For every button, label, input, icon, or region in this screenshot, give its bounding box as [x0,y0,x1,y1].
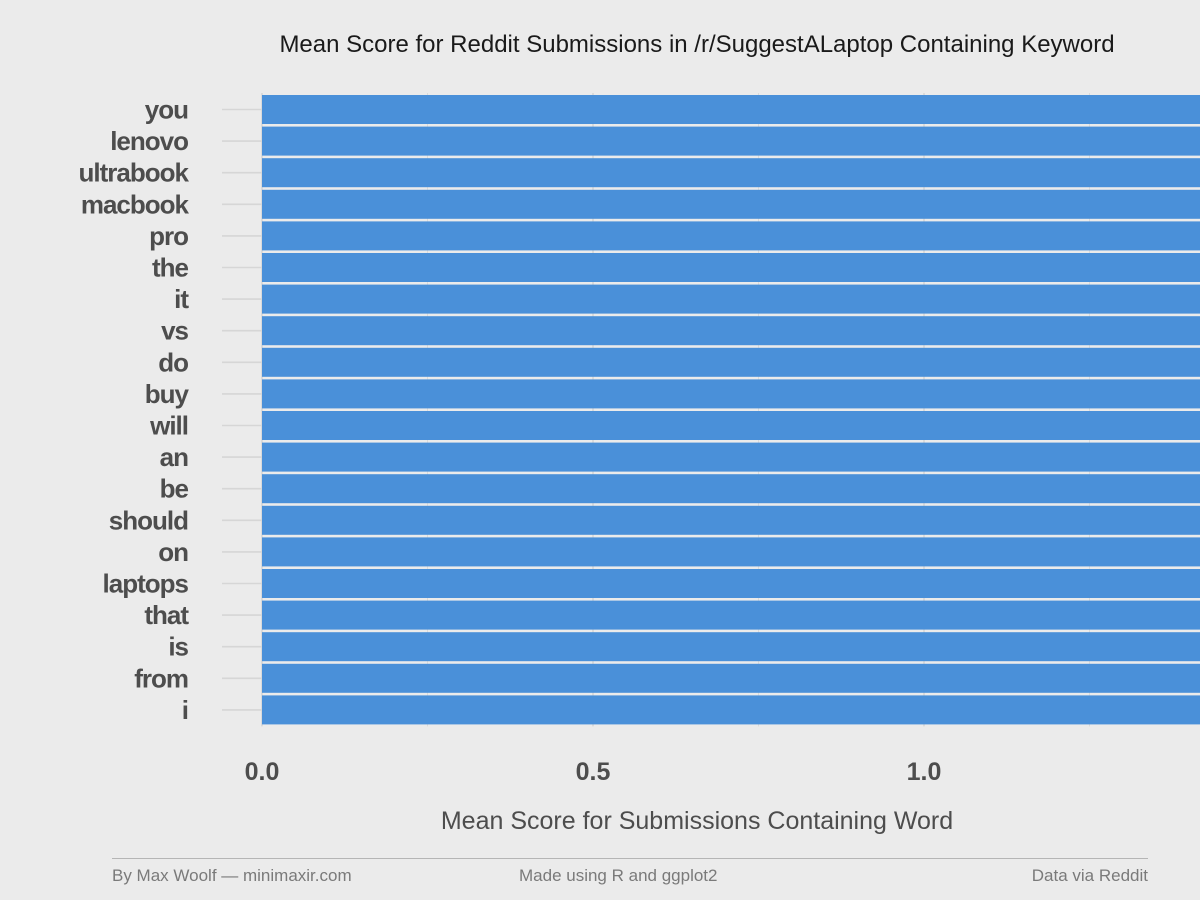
y-tick-label-lenovo: lenovo [110,126,188,156]
y-tick-label-it: it [174,284,189,314]
bar-on [262,537,1200,567]
y-tick-label-buy: buy [145,379,190,409]
bar-you [262,95,1200,124]
y-tick-label-an: an [160,442,188,472]
bar-it [262,284,1200,314]
x-tick-label-1.0: 1.0 [907,758,942,786]
y-tick-label-from: from [134,663,188,693]
x-tick-label-0.5: 0.5 [576,758,611,786]
bar-layer: 2.62.62.62.42.42.42.32.32.32.32.32.32.32… [262,95,1200,725]
y-tick-label-laptops: laptops [103,569,189,599]
bar-the [262,253,1200,282]
bar-should [262,505,1200,535]
chart-svg: Mean Score for Reddit Submissions in /r/… [79,31,1200,835]
x-axis-title: Mean Score for Submissions Containing Wo… [441,807,953,835]
y-tick-label-is: is [168,632,188,662]
bar-an [262,442,1200,472]
y-tick-label-the: the [152,253,189,283]
bar-laptops [262,569,1200,598]
x-axis-ticks: 0.00.51.01.52.02.5 [245,758,942,786]
bar-is [262,632,1200,662]
bar-vs [262,316,1200,346]
bar-will [262,411,1200,440]
bar-that [262,600,1200,630]
y-tick-label-vs: vs [161,316,188,346]
footer-source: Data via Reddit [1031,866,1148,885]
y-tick-label-do: do [158,347,188,377]
bar-buy [262,379,1200,409]
footer-divider [112,858,1148,859]
y-tick-label-macbook: macbook [81,189,190,219]
bar-pro [262,221,1200,251]
y-axis-labels: youlenovoultrabookmacbookprotheitvsdobuy… [79,95,191,725]
y-tick-label-should: should [109,505,188,535]
y-tick-label-ultrabook: ultrabook [79,158,190,188]
y-tick-label-i: i [182,695,188,725]
y-tick-label-on: on [158,537,188,567]
footer-credit: By Max Woolf — minimaxir.com [112,866,352,885]
grid-layer [222,93,1174,727]
y-tick-label-will: will [149,411,188,441]
bar-lenovo [262,126,1200,156]
bar-be [262,474,1200,504]
bar-macbook [262,189,1200,219]
bar-do [262,347,1200,377]
y-tick-label-you: you [145,95,188,125]
bar-from [262,663,1200,693]
bar-ultrabook [262,158,1200,188]
y-tick-label-pro: pro [149,221,188,251]
bar-i [262,695,1200,725]
chart-title: Mean Score for Reddit Submissions in /r/… [279,31,1114,58]
y-tick-label-be: be [160,474,189,504]
y-tick-label-that: that [144,600,189,630]
x-tick-label-0.0: 0.0 [245,758,280,786]
footer-tool: Made using R and ggplot2 [519,866,718,885]
